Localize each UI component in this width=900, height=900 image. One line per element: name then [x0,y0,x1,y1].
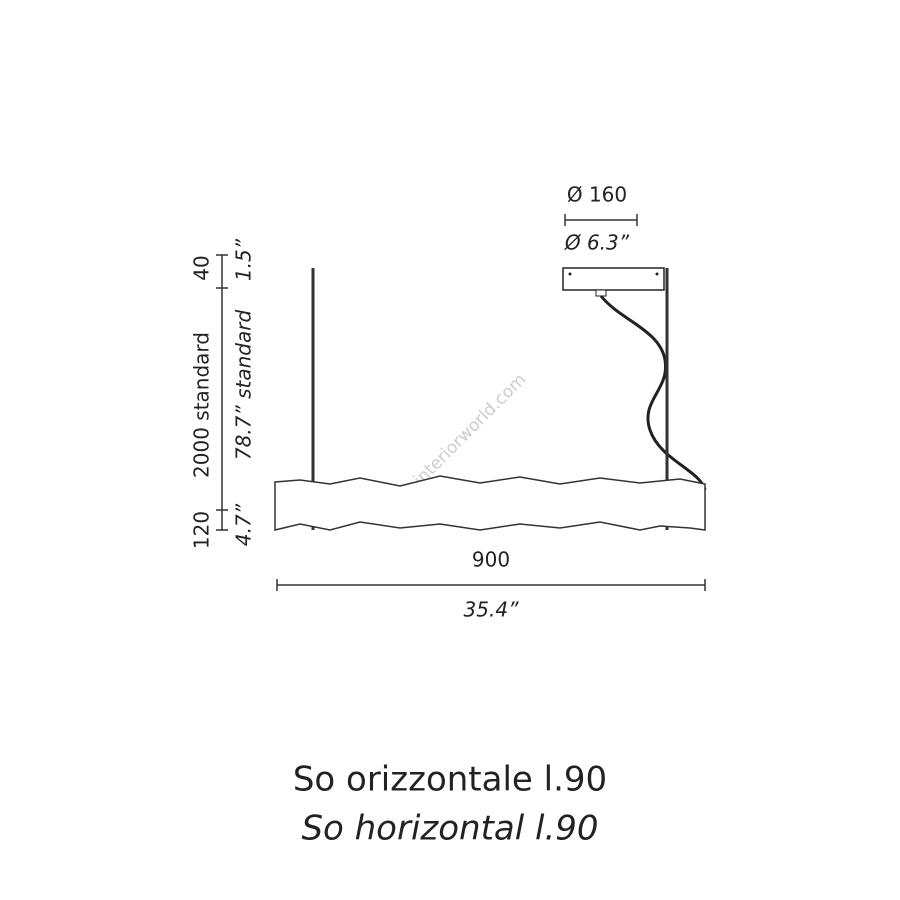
height-mm: 2000 standard [190,332,214,478]
height-mm: 120 [190,511,214,549]
title-english: So horizontal l.90 [301,809,598,849]
lamp-body [274,475,706,531]
canopy-diameter-inch: Ø 6.3” [564,231,630,255]
height-inch: 4.7” [232,503,256,546]
height-dimension-line [216,254,228,531]
width-mm: 900 [472,548,510,572]
canopy [562,267,665,291]
screw [568,272,572,276]
cable [599,295,707,491]
width-dimension-line [276,579,706,591]
height-inch: 78.7” standard [232,310,256,461]
height-inch: 1.5” [232,238,256,281]
height-mm: 40 [190,255,214,280]
cable-clamp [595,289,607,297]
screw [655,272,659,276]
canopy-dimension-line [564,214,638,226]
width-inch: 35.4” [464,598,520,622]
canopy-diameter-mm: Ø 160 [567,183,627,207]
title-italian: So orizzontale l.90 [293,760,607,800]
